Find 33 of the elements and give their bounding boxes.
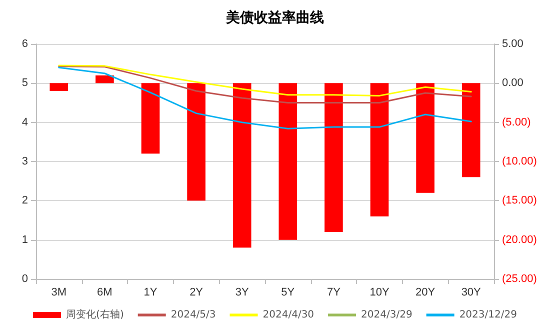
y-tick-label: 1 [22, 234, 28, 246]
legend-label: 周变化(右轴) [66, 308, 124, 320]
y-tick-label: 4 [22, 116, 28, 128]
x-tick-label: 1Y [144, 286, 158, 298]
y-tick-label: 6 [22, 38, 28, 50]
line-series [58, 66, 472, 130]
chart-title: 美债收益率曲线 [225, 9, 324, 26]
y2-tick-label: (5.00) [502, 116, 531, 128]
y2-tick-label: 5.00 [502, 38, 524, 50]
x-tick-label: 10Y [370, 286, 390, 298]
y2-tick-label: (25.00) [502, 273, 537, 285]
x-tick-label: 7Y [326, 286, 342, 298]
legend-label: 2024/5/3 [170, 310, 216, 320]
x-tick-label: 20Y [416, 286, 436, 298]
x-tick-label: 30Y [461, 286, 482, 298]
legend-label: 2024/4/30 [262, 310, 314, 320]
y2-tick-label: (20.00) [502, 234, 537, 246]
y2-tick-label: 0.00 [502, 77, 524, 90]
line-series [58, 64, 472, 96]
y-tick-label: 2 [22, 194, 28, 207]
x-tick-label: 3M [51, 286, 67, 298]
y-tick-label: 5 [22, 77, 28, 90]
x-tick-label: 5Y [281, 286, 296, 298]
x-tick-label: 6M [97, 286, 112, 298]
y2-tick-label: (10.00) [502, 156, 537, 168]
legend-label: 2024/3/29 [361, 310, 412, 320]
y2-tick-label: (15.00) [502, 194, 537, 207]
x-tick-label: 3Y [235, 286, 250, 298]
legend-label: 2023/12/29 [459, 310, 517, 320]
y-tick-label: 0 [22, 273, 28, 285]
y-tick-label: 3 [22, 156, 28, 168]
line-series [58, 66, 472, 104]
x-tick-label: 2Y [190, 286, 204, 298]
